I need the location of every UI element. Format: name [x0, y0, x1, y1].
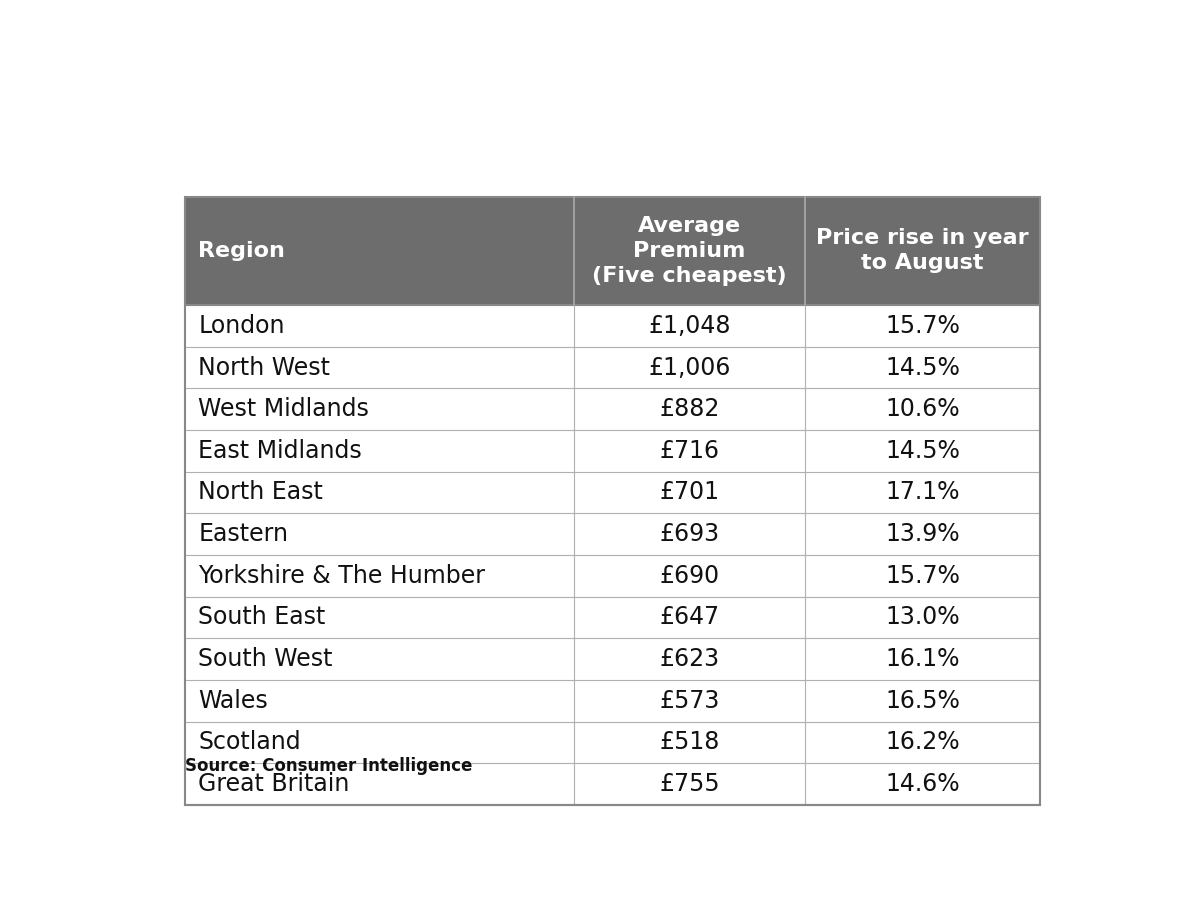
Text: £690: £690: [660, 564, 719, 588]
Text: Source: Consumer Intelligence: Source: Consumer Intelligence: [184, 757, 472, 775]
Text: 16.5%: 16.5%: [885, 689, 960, 713]
Text: Price rise in year
to August: Price rise in year to August: [816, 228, 1029, 274]
Text: Yorkshire & The Humber: Yorkshire & The Humber: [198, 564, 485, 588]
Text: South West: South West: [198, 647, 332, 671]
Text: 13.9%: 13.9%: [885, 522, 960, 546]
Text: Scotland: Scotland: [198, 730, 301, 754]
Text: East Midlands: East Midlands: [198, 439, 362, 463]
Text: £518: £518: [660, 730, 719, 754]
Text: Wales: Wales: [198, 689, 268, 713]
Text: £623: £623: [660, 647, 719, 671]
Text: £1,006: £1,006: [648, 355, 730, 380]
Text: 14.5%: 14.5%: [885, 355, 960, 380]
Bar: [184, 196, 1041, 305]
Text: £1,048: £1,048: [648, 314, 730, 338]
Text: 10.6%: 10.6%: [885, 397, 960, 421]
Text: North East: North East: [198, 481, 323, 504]
Text: £573: £573: [660, 689, 719, 713]
Text: Region: Region: [198, 241, 286, 261]
Text: Average
Premium
(Five cheapest): Average Premium (Five cheapest): [593, 216, 786, 285]
Text: £701: £701: [660, 481, 719, 504]
Text: £647: £647: [660, 605, 719, 629]
Text: 17.1%: 17.1%: [885, 481, 960, 504]
Bar: [184, 196, 1041, 804]
Text: London: London: [198, 314, 284, 338]
Text: 15.7%: 15.7%: [885, 564, 960, 588]
Text: 14.6%: 14.6%: [885, 772, 960, 796]
Text: North West: North West: [198, 355, 330, 380]
Text: Eastern: Eastern: [198, 522, 288, 546]
Text: £882: £882: [660, 397, 719, 421]
Text: South East: South East: [198, 605, 325, 629]
Text: £693: £693: [660, 522, 719, 546]
Text: £755: £755: [660, 772, 719, 796]
Text: 16.2%: 16.2%: [885, 730, 960, 754]
Text: Great Britain: Great Britain: [198, 772, 350, 796]
Text: West Midlands: West Midlands: [198, 397, 369, 421]
Text: 13.0%: 13.0%: [885, 605, 960, 629]
Text: 14.5%: 14.5%: [885, 439, 960, 463]
Text: £716: £716: [660, 439, 719, 463]
Text: 16.1%: 16.1%: [885, 647, 960, 671]
Text: 15.7%: 15.7%: [885, 314, 960, 338]
